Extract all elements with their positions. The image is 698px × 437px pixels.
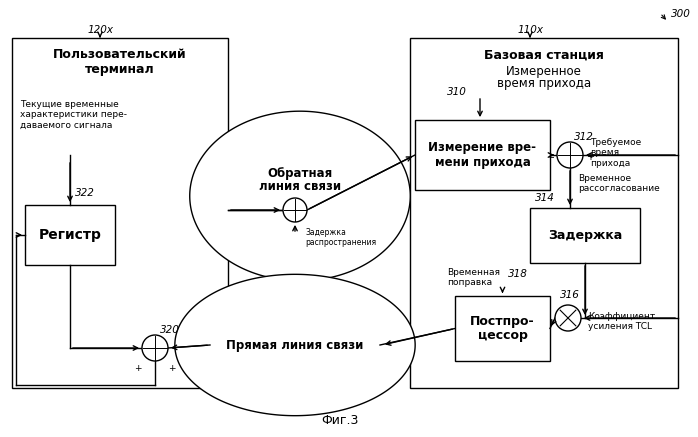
Circle shape [555,305,581,331]
Text: Пользовательский: Пользовательский [53,49,187,62]
Text: терминал: терминал [85,63,155,76]
Text: 320: 320 [160,325,180,335]
Bar [410,38,678,388]
Text: Регистр: Регистр [38,228,101,242]
Text: Обратная: Обратная [267,167,333,180]
Text: 322: 322 [75,188,95,198]
Bar [415,120,550,190]
Text: 300: 300 [671,9,691,19]
Text: Текущие временные
характеристики пере-
даваемого сигнала: Текущие временные характеристики пере- д… [20,100,127,130]
Text: –: – [549,152,554,162]
Text: 316: 316 [560,290,580,300]
Circle shape [557,142,583,168]
Text: 314: 314 [535,193,555,203]
Text: Измеренное: Измеренное [506,66,582,79]
Text: Прямая линия связи: Прямая линия связи [226,339,364,351]
Bar [530,208,640,263]
Polygon shape [174,274,415,416]
Text: время прихода: время прихода [497,76,591,90]
Text: Базовая станция: Базовая станция [484,49,604,62]
Text: Коэффициент
усиления TCL: Коэффициент усиления TCL [588,312,655,331]
Text: 120x: 120x [87,25,113,35]
Text: Задержка: Задержка [548,229,622,242]
Text: 310: 310 [447,87,467,97]
Text: Фиг.3: Фиг.3 [321,413,359,427]
Bar [25,205,115,265]
Polygon shape [190,111,410,281]
Bar [12,38,228,388]
Text: Измерение вре-
мени прихода: Измерение вре- мени прихода [429,141,537,169]
Text: 110x: 110x [517,25,543,35]
Text: Задержка
распространения: Задержка распространения [305,228,376,247]
Text: 318: 318 [507,269,528,279]
Circle shape [142,335,168,361]
Text: Постпро-
цессор: Постпро- цессор [470,315,535,343]
Circle shape [283,198,307,222]
Text: Временная
поправка: Временная поправка [447,268,500,288]
Text: 312: 312 [574,132,594,142]
Text: Временное
рассогласование: Временное рассогласование [578,174,660,194]
Text: +: + [168,364,176,373]
Bar [455,296,550,361]
Text: линия связи: линия связи [259,180,341,193]
Text: +: + [134,364,142,373]
Text: Требуемое
время
прихода: Требуемое время прихода [590,138,641,168]
Text: +: + [586,152,594,162]
